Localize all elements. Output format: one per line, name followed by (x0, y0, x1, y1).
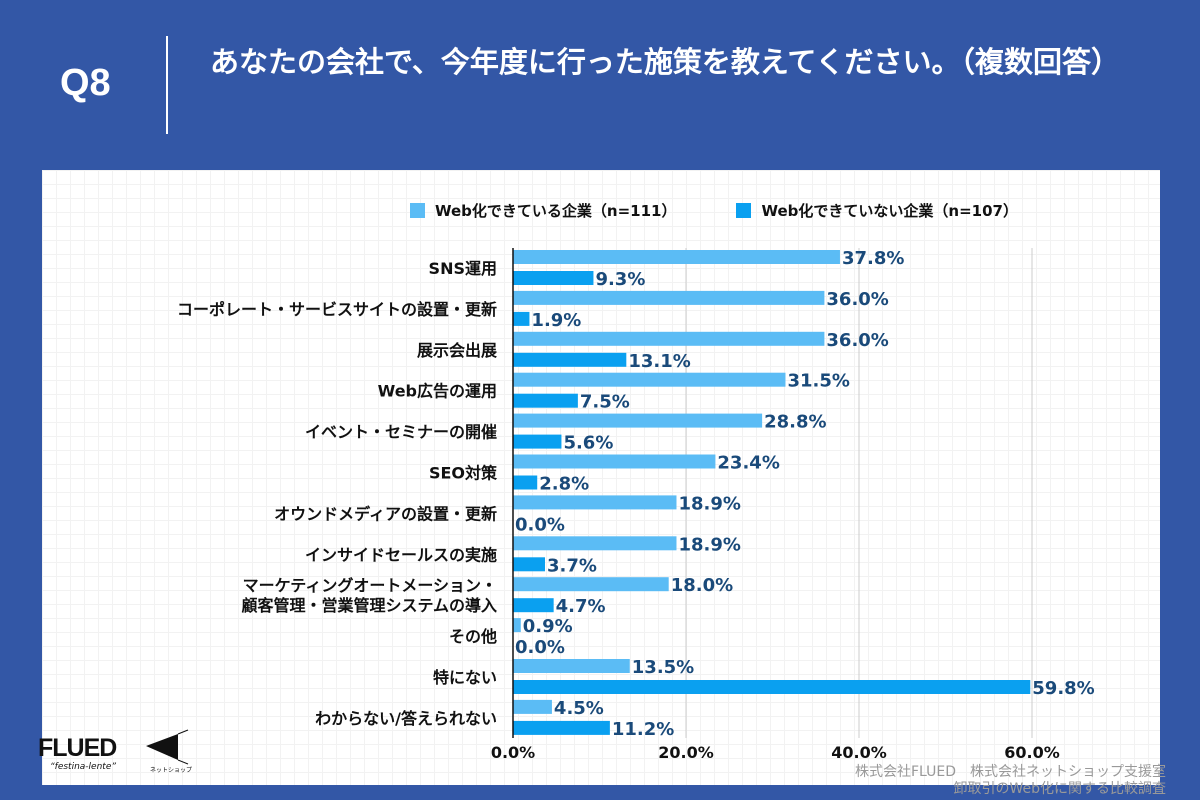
bar-series2 (513, 311, 530, 326)
source-line-2: 卸取引のWeb化に関する比較調査 (953, 781, 1166, 797)
legend-swatch (736, 203, 752, 218)
legend-item-series2: Web化できていない企業（n=107） (736, 200, 1018, 221)
category-label: オウンドメディアの設置・更新 (274, 504, 497, 523)
value-label: 13.5% (632, 657, 694, 678)
x-tick-label: 40.0% (831, 743, 887, 762)
value-label: 59.8% (1032, 678, 1094, 699)
x-tick-label: 20.0% (658, 743, 714, 762)
flued-tagline: “festina-lente” (50, 762, 117, 772)
bar-series1 (513, 659, 630, 673)
value-label: 5.6% (563, 433, 613, 454)
value-label: 9.3% (595, 269, 645, 290)
value-label: 7.5% (580, 392, 630, 413)
category-label: その他 (449, 627, 497, 646)
bar-series1 (513, 699, 552, 714)
question-number: Q8 (60, 62, 111, 104)
bar-series2 (513, 598, 554, 613)
bar-series1 (513, 290, 825, 305)
value-label: 0.9% (523, 616, 573, 637)
value-label: 36.0% (826, 330, 888, 351)
category-label: マーケティングオートメーション・顧客管理・営業管理システムの導入 (241, 576, 497, 615)
value-label: 4.5% (554, 698, 604, 719)
value-label: 3.7% (547, 555, 597, 576)
category-label: SNS運用 (429, 259, 497, 278)
value-label: 18.9% (678, 534, 740, 555)
value-label: 36.0% (826, 289, 888, 310)
bar-series2 (513, 352, 627, 367)
value-label: 23.4% (717, 453, 779, 474)
bar-series2 (513, 680, 1031, 694)
category-label: SEO対策 (429, 464, 498, 483)
value-label: 18.0% (671, 575, 733, 596)
bar-series2 (513, 720, 610, 735)
value-label: 1.9% (531, 310, 581, 331)
value-label: 0.0% (515, 514, 565, 535)
value-label: 37.8% (842, 248, 904, 269)
category-label: わからない/答えられない (315, 709, 497, 728)
value-label: 13.1% (628, 351, 690, 372)
category-label: 展示会出展 (417, 341, 498, 360)
legend: Web化できている企業（n=111） Web化できていない企業（n=107） (410, 200, 1018, 221)
bar-series1 (513, 536, 677, 551)
bar-series2 (513, 271, 594, 285)
flued-logo: FLUED (38, 734, 117, 762)
bar-series2 (513, 475, 538, 490)
bar-series2 (513, 434, 562, 449)
bar-series2 (513, 393, 578, 408)
value-label: 28.8% (764, 412, 826, 433)
value-label: 2.8% (539, 474, 589, 495)
x-tick-label: 60.0% (1004, 743, 1060, 762)
value-label: 11.2% (612, 719, 674, 740)
source-line-1: 株式会社FLUED 株式会社ネットショップ支援室 (854, 764, 1166, 780)
page-title: あなたの会社で、今年度に行った施策を教えてください。（複数回答） (210, 45, 1121, 79)
value-label: 18.9% (678, 493, 740, 514)
category-label: Web広告の運用 (378, 382, 497, 401)
category-label: コーポレート・サービスサイトの設置・更新 (177, 300, 497, 319)
bar-series1 (513, 413, 763, 428)
source-note: 株式会社FLUED 株式会社ネットショップ支援室 卸取引のWeb化に関する比較調査 (855, 764, 1166, 798)
netshop-logo-icon: ネットショップ支援室 (146, 729, 192, 774)
bar-series1 (513, 372, 786, 387)
category-label: 特にない (433, 668, 497, 687)
value-label: 0.0% (515, 637, 565, 658)
x-tick-label: 0.0% (491, 743, 535, 762)
value-label: 4.7% (556, 596, 606, 617)
bar-series1 (513, 454, 716, 469)
bar-series1 (513, 331, 825, 346)
bar-series2 (513, 557, 546, 572)
legend-label: Web化できている企業（n=111） (435, 202, 677, 220)
legend-swatch (410, 203, 425, 218)
category-label: イベント・セミナーの開催 (305, 423, 497, 442)
netshop-logo-text: ネットショップ支援室 (150, 766, 192, 774)
category-label: インサイドセールスの実施 (305, 545, 497, 564)
bar-series1 (513, 250, 840, 264)
value-label: 31.5% (787, 371, 849, 392)
bar-series1 (513, 618, 521, 633)
bar-series1 (513, 577, 669, 592)
legend-label: Web化できていない企業（n=107） (761, 202, 1018, 220)
legend-item-series1: Web化できている企業（n=111） (410, 200, 676, 221)
bar-series1 (513, 495, 677, 510)
divider (166, 36, 168, 134)
